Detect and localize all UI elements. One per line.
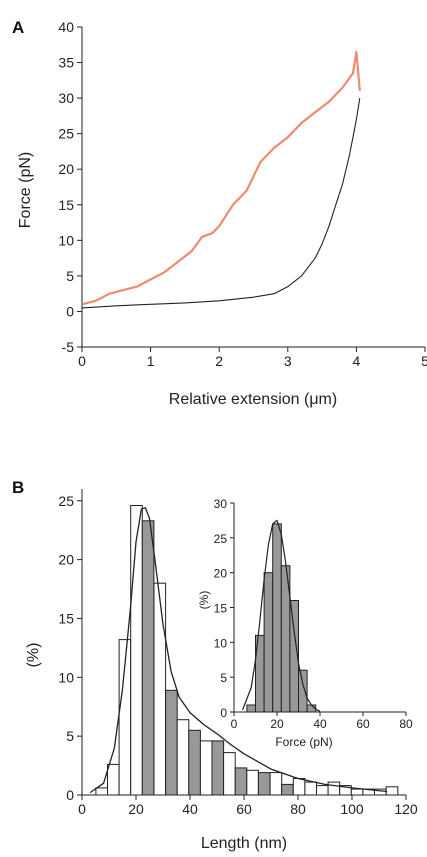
panel-b-x-tick-label: 40 (182, 801, 198, 817)
panel-b-x-tick-label: 80 (290, 801, 306, 817)
panel-a-y-tick-label: 25 (58, 126, 74, 142)
panel-a-x-tick-label: 0 (78, 353, 86, 369)
inset-histogram-bar (272, 523, 282, 713)
relaxation-curve (81, 98, 361, 309)
panel-b-inset: 0 20 40 60 80 0 5 10 15 20 25 30 Force (pN) (%) (197, 497, 413, 749)
histogram-bar (223, 752, 236, 796)
inset-x-tick-label: 80 (399, 717, 413, 731)
inset-x-tick-label: 60 (356, 717, 370, 731)
panel-a-y-tick-label: 5 (66, 268, 74, 284)
inset-y-tick-label: 5 (220, 671, 227, 685)
panel-b-y-tick-label: 5 (66, 728, 74, 744)
inset-fit-curve (242, 519, 321, 712)
panel-a-y-tick-label: 15 (58, 197, 74, 213)
panel-b-y-axis-label: (%) (25, 643, 42, 668)
histogram-bar (107, 763, 120, 796)
inset-histogram (246, 523, 317, 713)
panel-a-x-axis-label: Relative extension (μm) (169, 391, 337, 408)
histogram-bar (188, 729, 201, 796)
panel-b-x-tick-label: 0 (78, 801, 86, 817)
panel-a-x-tick-label: 1 (147, 353, 155, 369)
panel-a-series (81, 50, 361, 309)
histogram-bar (327, 781, 341, 796)
inset-y-tick-label: 0 (220, 706, 227, 720)
histogram-bar (141, 520, 155, 796)
fit-curve (89, 507, 388, 794)
panel-b-x-tick-label: 100 (340, 801, 364, 817)
panel-a-label: A (12, 18, 24, 37)
inset-y-tick-label: 20 (214, 567, 228, 581)
histogram-bar (385, 786, 399, 796)
panel-a-y-tick-label: 30 (58, 90, 74, 106)
panel-a-y-tick-label: 35 (58, 55, 74, 71)
histogram-bar (234, 767, 248, 796)
inset-axes: 0 20 40 60 80 0 5 10 15 20 25 30 (214, 497, 413, 731)
histogram-bar (350, 788, 364, 796)
panel-b-fit (89, 507, 388, 794)
histogram-bar (130, 505, 143, 796)
histogram-bar (304, 781, 317, 796)
panel-b-y-tick-label: 25 (58, 493, 74, 509)
histogram-bar (281, 783, 294, 796)
pulling-curve (81, 50, 361, 306)
inset-fit (242, 519, 321, 712)
inset-y-tick-label: 25 (214, 532, 228, 546)
inset-x-tick-label: 40 (313, 717, 327, 731)
panel-b-x-tick-label: 20 (128, 801, 144, 817)
panel-b-y-tick-label: 15 (58, 610, 74, 626)
panel-b-histogram (95, 505, 399, 796)
panel-a-y-tick-label: -5 (62, 339, 75, 355)
histogram-bar (292, 778, 306, 796)
panel-a-y-tick-label: 0 (66, 303, 74, 319)
inset-y-tick-label: 10 (214, 636, 228, 650)
panel-a-x-tick-label: 5 (421, 353, 427, 369)
panel-a-x-tick-label: 3 (284, 353, 292, 369)
panel-b-x-tick-label: 120 (394, 801, 418, 817)
inset-histogram-bar (289, 600, 299, 713)
inset-y-axis-label: (%) (197, 591, 211, 610)
histogram-bar (257, 772, 271, 796)
panel-b-label: B (12, 478, 24, 497)
panel-b-y-tick-label: 0 (66, 787, 74, 803)
panel-a-x-tick-label: 2 (215, 353, 223, 369)
inset-x-tick-label: 20 (270, 717, 284, 731)
inset-y-tick-label: 15 (214, 602, 228, 616)
panel-b-y-tick-label: 10 (58, 669, 74, 685)
panel-b-y-tick-label: 20 (58, 552, 74, 568)
inset-x-tick-label: 0 (231, 717, 238, 731)
histogram-bar (246, 769, 259, 796)
inset-x-axis-label: Force (pN) (275, 735, 332, 749)
inset-histogram-bar (246, 704, 256, 713)
panel-a-y-tick-label: 20 (58, 161, 74, 177)
histogram-bar (95, 787, 109, 796)
panel-b-x-axis-label: Length (nm) (201, 835, 287, 852)
histogram-bar (153, 582, 167, 796)
histogram-bar (165, 689, 178, 796)
panel-a-y-axis-label: Force (pN) (17, 152, 34, 228)
histogram-bar (316, 785, 329, 796)
panel-b-x-tick-label: 60 (236, 801, 252, 817)
histogram-bar (176, 719, 190, 796)
histogram-bar (211, 740, 225, 796)
inset-y-tick-label: 30 (214, 497, 228, 511)
panel-a-y-tick-label: 10 (58, 232, 74, 248)
inset-histogram-bar (298, 669, 308, 713)
histogram-bar (199, 740, 213, 796)
histogram-bar (269, 772, 283, 796)
panel-a-x-tick-label: 4 (353, 353, 361, 369)
panel-a-y-tick-label: 40 (58, 19, 74, 35)
inset-histogram-bar (263, 572, 274, 713)
